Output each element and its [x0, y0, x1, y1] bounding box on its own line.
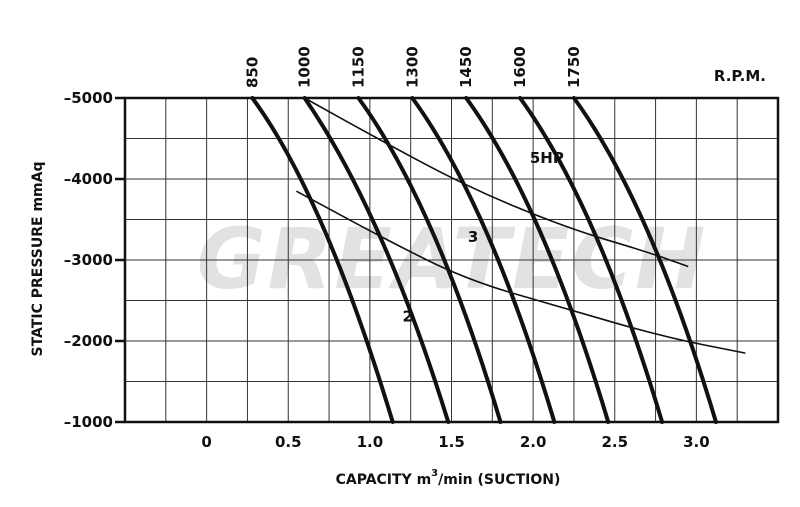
x-tick-label: 0 [201, 433, 211, 451]
y-tick-label: –1000 [64, 413, 113, 431]
x-tick-label: 3.0 [683, 433, 710, 451]
x-tick-label: 1.5 [438, 433, 465, 451]
rpm-label-1750: 1750 [565, 46, 583, 88]
rpm-label-1150: 1150 [349, 46, 367, 88]
y-tick-label: –2000 [64, 332, 113, 350]
power-curves [296, 97, 746, 354]
x-tick-label: 2.0 [520, 433, 547, 451]
power-curve-3 [296, 190, 746, 354]
rpm-unit-label: R.P.M. [714, 67, 766, 85]
rpm-label-1600: 1600 [511, 46, 529, 88]
rpm-label-1300: 1300 [403, 46, 421, 88]
rpm-label-1000: 1000 [296, 46, 314, 88]
rpm-curve-1450 [464, 96, 611, 424]
y-tick-label: –3000 [64, 251, 113, 269]
y-axis-ticks: –5000 –4000 –3000 –2000 –1000 [64, 89, 125, 431]
x-tick-label: 0.5 [275, 433, 302, 451]
rpm-label-850: 850 [243, 57, 261, 88]
rpm-curve-850 [250, 96, 395, 424]
rpm-curve-1150 [356, 96, 503, 424]
rpm-curves [250, 96, 718, 424]
x-tick-label: 2.5 [601, 433, 628, 451]
y-axis-title: STATIC PRESSURE mmAq [30, 162, 46, 357]
power-curve-5hp [304, 97, 689, 268]
y-tick-label: –4000 [64, 170, 113, 188]
x-axis-title-rest: /min (SUCTION) [438, 472, 560, 488]
x-axis-ticks: 0 0.5 1.0 1.5 2.0 2.5 3.0 [201, 433, 709, 451]
rpm-labels: 850 1000 1150 1300 1450 1600 1750 [243, 46, 583, 88]
rpm-label-1450: 1450 [457, 46, 475, 88]
x-axis-title: CAPACITY m3/min (SUCTION) [336, 468, 561, 488]
rpm-curve-1300 [410, 96, 557, 424]
curve-labels: 5HP 3 2 [403, 149, 564, 326]
curve-label: 3 [468, 228, 478, 246]
x-axis-title-superscript: 3 [431, 468, 438, 479]
x-tick-label: 1.0 [357, 433, 384, 451]
rpm-curve-1600 [518, 96, 665, 424]
rpm-curve-1000 [302, 96, 451, 424]
curve-label: 5HP [530, 149, 564, 167]
rpm-curve-1750 [571, 96, 718, 424]
x-axis-title-main: CAPACITY m [336, 472, 432, 488]
curve-label: 2 [403, 308, 413, 326]
y-tick-label: –5000 [64, 89, 113, 107]
grid-lines [124, 97, 779, 423]
